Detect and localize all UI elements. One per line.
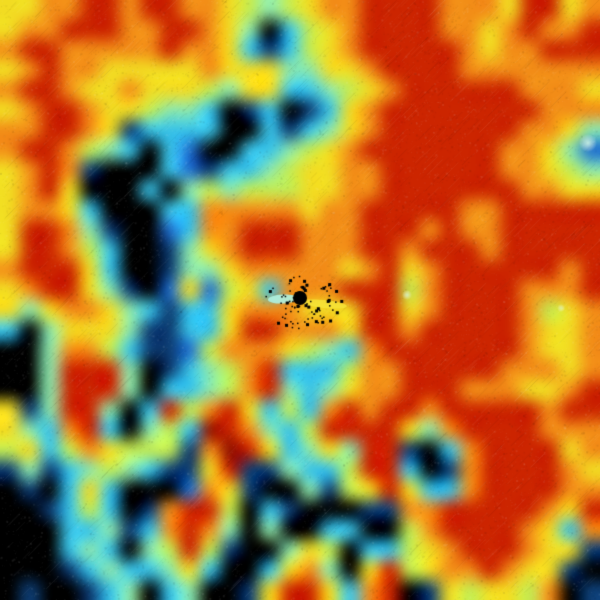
heatmap-canvas <box>0 0 600 600</box>
satellite-heatmap <box>0 0 600 600</box>
